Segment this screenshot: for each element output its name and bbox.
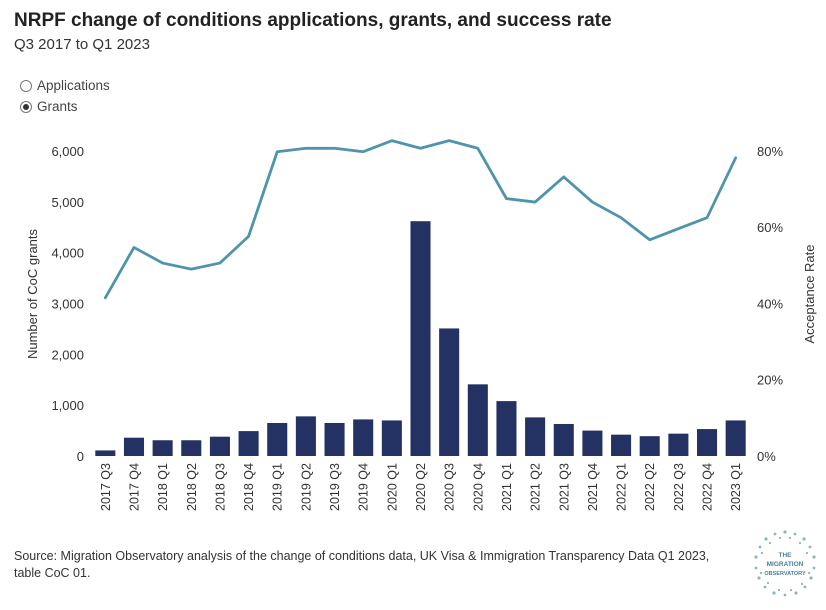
bar-2021-q1[interactable] xyxy=(496,401,516,456)
line-point[interactable] xyxy=(645,235,655,245)
line-point[interactable] xyxy=(100,293,110,303)
left-tick-label: 1,000 xyxy=(51,398,84,413)
bar-2023-q1[interactable] xyxy=(726,420,746,456)
x-tick-label: 2020 Q3 xyxy=(443,463,457,511)
right-axis-ticks: 0% 20% 40% 60% 80% xyxy=(757,144,783,464)
line-point[interactable] xyxy=(186,264,196,274)
x-tick-label: 2021 Q1 xyxy=(500,463,514,511)
migration-observatory-logo: THE MIGRATION OBSERVATORY xyxy=(752,528,818,600)
line-point[interactable] xyxy=(501,194,511,204)
bar-2020-q2[interactable] xyxy=(410,221,430,456)
line-point[interactable] xyxy=(358,147,368,157)
line-point[interactable] xyxy=(416,143,426,153)
right-tick-label: 40% xyxy=(757,296,783,311)
svg-text:MIGRATION: MIGRATION xyxy=(767,561,804,568)
bar-2021-q4[interactable] xyxy=(582,431,602,456)
bar-2018-q4[interactable] xyxy=(239,431,259,456)
right-tick-label: 20% xyxy=(757,373,783,388)
right-tick-label: 60% xyxy=(757,220,783,235)
x-tick-label: 2017 Q3 xyxy=(99,463,113,511)
line-point[interactable] xyxy=(559,172,569,182)
x-tick-label: 2018 Q3 xyxy=(213,463,227,511)
bar-2018-q1[interactable] xyxy=(153,440,173,456)
line-point[interactable] xyxy=(301,143,311,153)
line-point[interactable] xyxy=(129,242,139,252)
bar-2022-q1[interactable] xyxy=(611,435,631,456)
left-tick-label: 0 xyxy=(77,449,84,464)
bar-2020-q3[interactable] xyxy=(439,328,459,456)
bar-2021-q2[interactable] xyxy=(525,417,545,456)
line-point[interactable] xyxy=(387,136,397,146)
line-point[interactable] xyxy=(158,258,168,268)
x-tick-label: 2019 Q2 xyxy=(299,463,313,511)
bar-2019-q1[interactable] xyxy=(267,423,287,456)
x-tick-label: 2020 Q1 xyxy=(385,463,399,511)
line-point[interactable] xyxy=(587,197,597,207)
line-point[interactable] xyxy=(702,213,712,223)
x-tick-label: 2018 Q1 xyxy=(156,463,170,511)
svg-text:OBSERVATORY: OBSERVATORY xyxy=(764,571,806,577)
x-tick-label: 2018 Q4 xyxy=(242,463,256,511)
line-point[interactable] xyxy=(473,143,483,153)
source-note: Source: Migration Observatory analysis o… xyxy=(14,548,734,582)
x-tick-label: 2018 Q2 xyxy=(185,463,199,511)
combo-chart: 0 1,000 2,000 3,000 4,000 5,000 6,000 0% 20% 40%… xyxy=(0,0,826,540)
line-point[interactable] xyxy=(330,143,340,153)
x-tick-label: 2019 Q4 xyxy=(357,463,371,511)
x-tick-label: 2022 Q4 xyxy=(701,463,715,511)
bar-2019-q4[interactable] xyxy=(353,419,373,456)
svg-text:THE: THE xyxy=(779,552,793,559)
bar-2020-q4[interactable] xyxy=(468,384,488,456)
x-tick-label: 2020 Q2 xyxy=(414,463,428,511)
x-tick-label: 2020 Q4 xyxy=(471,463,485,511)
line-point[interactable] xyxy=(272,147,282,157)
right-tick-label: 0% xyxy=(757,449,776,464)
x-tick-label: 2021 Q3 xyxy=(557,463,571,511)
x-axis-ticks: 2017 Q3 2017 Q4 2018 Q1 2018 Q2 2018 Q3 2018 … xyxy=(99,463,743,511)
x-tick-label: 2017 Q4 xyxy=(127,463,141,511)
line-point[interactable] xyxy=(444,136,454,146)
right-tick-label: 80% xyxy=(757,144,783,159)
line-point[interactable] xyxy=(673,224,683,234)
line-point[interactable] xyxy=(530,197,540,207)
line-point[interactable] xyxy=(616,213,626,223)
left-tick-label: 3,000 xyxy=(51,297,84,312)
bar-series xyxy=(95,221,745,456)
line-point[interactable] xyxy=(244,231,254,241)
x-tick-label: 2019 Q1 xyxy=(271,463,285,511)
bar-2017-q4[interactable] xyxy=(124,438,144,456)
x-tick-label: 2019 Q3 xyxy=(328,463,342,511)
x-tick-label: 2023 Q1 xyxy=(729,463,743,511)
x-tick-label: 2022 Q3 xyxy=(672,463,686,511)
x-tick-label: 2022 Q1 xyxy=(615,463,629,511)
line-point[interactable] xyxy=(731,153,741,163)
bar-2021-q3[interactable] xyxy=(554,424,574,456)
left-tick-label: 4,000 xyxy=(51,246,84,261)
bar-2020-q1[interactable] xyxy=(382,420,402,456)
x-tick-label: 2022 Q2 xyxy=(643,463,657,511)
left-axis-label: Number of CoC grants xyxy=(25,228,40,359)
bar-2019-q2[interactable] xyxy=(296,416,316,456)
x-tick-label: 2021 Q4 xyxy=(586,463,600,511)
bar-2018-q2[interactable] xyxy=(181,440,201,456)
left-tick-label: 5,000 xyxy=(51,195,84,210)
line-point[interactable] xyxy=(215,258,225,268)
left-tick-label: 6,000 xyxy=(51,144,84,159)
bar-2022-q2[interactable] xyxy=(640,436,660,456)
right-axis-label: Acceptance Rate xyxy=(802,244,817,343)
left-axis-ticks: 0 1,000 2,000 3,000 4,000 5,000 6,000 xyxy=(51,144,84,464)
x-tick-label: 2021 Q2 xyxy=(529,463,543,511)
left-tick-label: 2,000 xyxy=(51,347,84,362)
bar-2018-q3[interactable] xyxy=(210,437,230,456)
bar-2022-q4[interactable] xyxy=(697,429,717,456)
bar-2019-q3[interactable] xyxy=(325,423,345,456)
bar-2022-q3[interactable] xyxy=(668,434,688,456)
bar-2017-q3[interactable] xyxy=(95,450,115,456)
